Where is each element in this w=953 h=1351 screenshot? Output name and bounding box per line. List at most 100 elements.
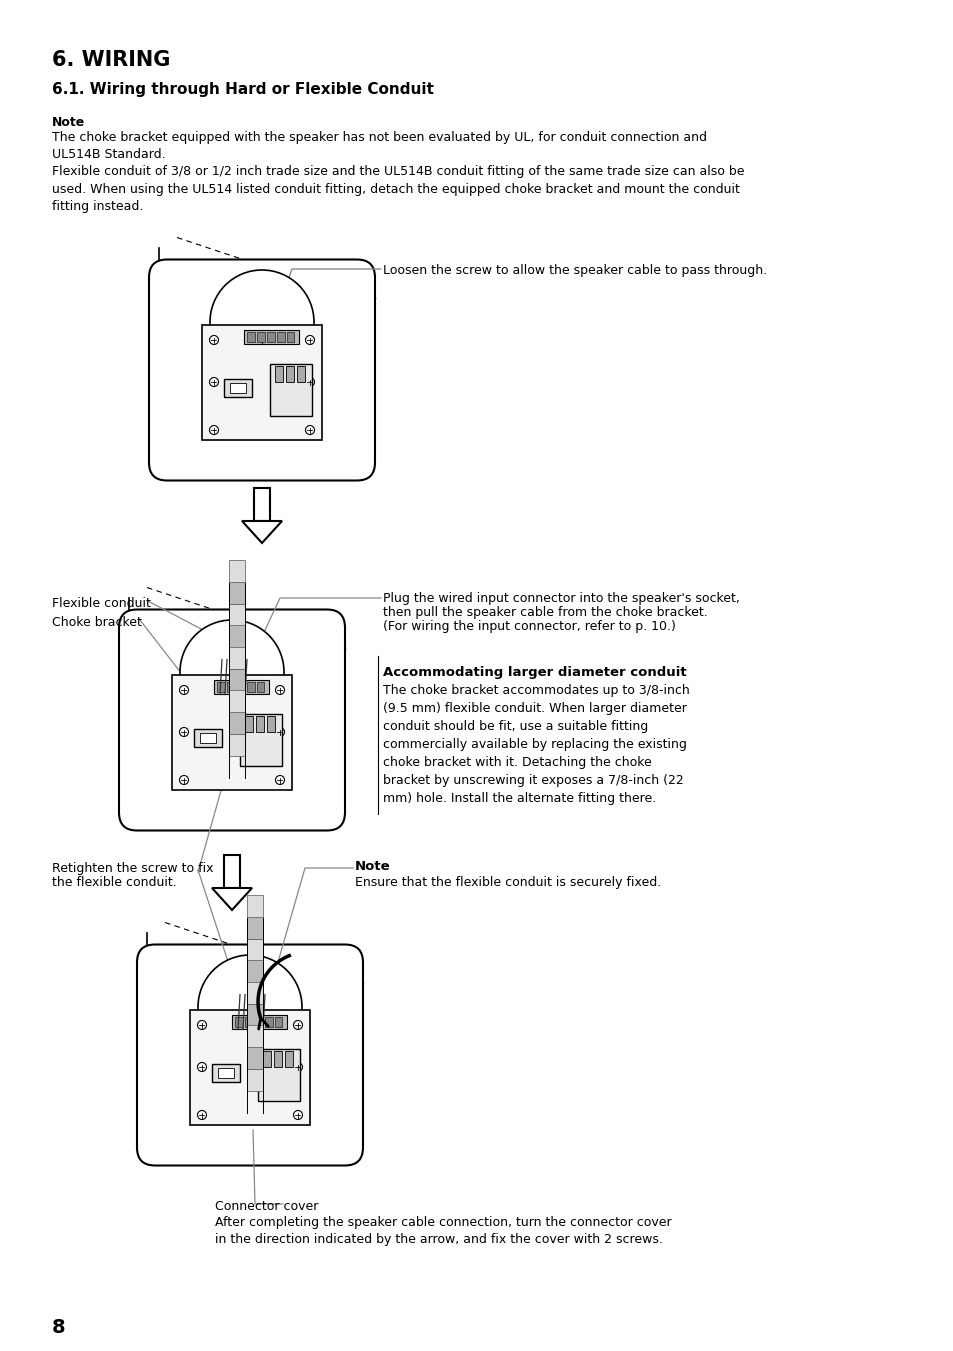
Circle shape bbox=[179, 685, 189, 694]
Bar bbox=[217, 681, 225, 692]
Text: Flexible conduit: Flexible conduit bbox=[52, 597, 151, 611]
Bar bbox=[229, 734, 245, 755]
Bar bbox=[276, 331, 284, 342]
Polygon shape bbox=[242, 521, 282, 543]
Bar bbox=[247, 1069, 263, 1090]
Circle shape bbox=[294, 1111, 302, 1120]
Bar bbox=[274, 1016, 282, 1027]
Bar bbox=[247, 982, 263, 1004]
Text: then pull the speaker cable from the choke bracket.: then pull the speaker cable from the cho… bbox=[382, 607, 707, 619]
Bar bbox=[263, 1051, 271, 1067]
Bar bbox=[229, 669, 245, 690]
Text: Loosen the screw to allow the speaker cable to pass through.: Loosen the screw to allow the speaker ca… bbox=[382, 263, 766, 277]
FancyBboxPatch shape bbox=[119, 609, 345, 831]
Bar bbox=[200, 734, 215, 743]
FancyBboxPatch shape bbox=[149, 259, 375, 481]
Bar bbox=[229, 582, 245, 604]
Bar bbox=[247, 1004, 263, 1025]
Bar bbox=[274, 1051, 282, 1067]
Circle shape bbox=[198, 955, 302, 1059]
Polygon shape bbox=[212, 888, 252, 911]
Circle shape bbox=[179, 727, 189, 736]
Bar bbox=[229, 712, 245, 734]
Bar bbox=[267, 716, 274, 732]
Bar bbox=[247, 1025, 263, 1047]
Bar bbox=[237, 681, 245, 692]
Text: Flexible conduit of 3/8 or 1/2 inch trade size and the UL514B conduit fitting of: Flexible conduit of 3/8 or 1/2 inch trad… bbox=[52, 165, 743, 213]
Bar bbox=[202, 324, 322, 439]
Text: Note: Note bbox=[52, 116, 85, 128]
Circle shape bbox=[210, 426, 218, 435]
Bar bbox=[274, 366, 283, 382]
Circle shape bbox=[294, 1062, 302, 1071]
Bar bbox=[227, 681, 234, 692]
Circle shape bbox=[275, 685, 284, 694]
Text: Ensure that the flexible conduit is securely fixed.: Ensure that the flexible conduit is secu… bbox=[355, 875, 660, 889]
Circle shape bbox=[257, 335, 266, 345]
Circle shape bbox=[197, 1111, 206, 1120]
Bar bbox=[255, 716, 264, 732]
Circle shape bbox=[227, 685, 236, 694]
Bar bbox=[247, 917, 263, 939]
Circle shape bbox=[275, 775, 284, 785]
Text: the flexible conduit.: the flexible conduit. bbox=[52, 875, 176, 889]
Bar bbox=[240, 713, 282, 766]
Bar bbox=[190, 1009, 310, 1124]
Text: 6. WIRING: 6. WIRING bbox=[52, 50, 171, 70]
Circle shape bbox=[294, 1020, 302, 1029]
Text: The choke bracket equipped with the speaker has not been evaluated by UL, for co: The choke bracket equipped with the spea… bbox=[52, 131, 706, 162]
Bar bbox=[247, 681, 254, 692]
Text: Choke bracket: Choke bracket bbox=[52, 616, 142, 630]
Text: Retighten the screw to fix: Retighten the screw to fix bbox=[52, 862, 213, 875]
Bar bbox=[257, 331, 265, 342]
Bar bbox=[296, 366, 305, 382]
Bar bbox=[233, 1015, 287, 1028]
Bar bbox=[229, 604, 245, 626]
Text: Plug the wired input connector into the speaker's socket,: Plug the wired input connector into the … bbox=[382, 592, 740, 605]
Bar bbox=[270, 363, 312, 416]
FancyBboxPatch shape bbox=[137, 944, 363, 1166]
Bar bbox=[230, 382, 246, 393]
Bar bbox=[247, 896, 263, 917]
Text: After completing the speaker cable connection, turn the connector cover
in the d: After completing the speaker cable conne… bbox=[214, 1216, 671, 1246]
Bar bbox=[285, 1051, 293, 1067]
Bar bbox=[265, 1016, 273, 1027]
Text: 8: 8 bbox=[52, 1319, 66, 1337]
Bar bbox=[224, 855, 240, 888]
Bar bbox=[247, 939, 263, 961]
Bar bbox=[244, 330, 299, 343]
Text: The choke bracket accommodates up to 3/8-inch
(9.5 mm) flexible conduit. When la: The choke bracket accommodates up to 3/8… bbox=[382, 684, 689, 805]
Bar bbox=[229, 626, 245, 647]
Circle shape bbox=[210, 377, 218, 386]
Bar bbox=[229, 647, 245, 669]
Text: Connector cover: Connector cover bbox=[214, 1200, 318, 1213]
Circle shape bbox=[180, 620, 284, 724]
Circle shape bbox=[210, 335, 218, 345]
Bar bbox=[229, 561, 245, 582]
Bar bbox=[247, 331, 255, 342]
Bar bbox=[247, 961, 263, 982]
Bar bbox=[218, 1069, 233, 1078]
Text: Note: Note bbox=[355, 861, 390, 873]
Circle shape bbox=[179, 775, 189, 785]
Bar bbox=[212, 1065, 240, 1082]
Bar bbox=[286, 366, 294, 382]
Text: (For wiring the input connector, refer to p. 10.): (For wiring the input connector, refer t… bbox=[382, 620, 675, 634]
Bar bbox=[247, 1047, 263, 1069]
Bar bbox=[172, 674, 292, 789]
Bar bbox=[267, 331, 274, 342]
Bar bbox=[287, 331, 294, 342]
Circle shape bbox=[305, 377, 314, 386]
Bar bbox=[256, 681, 264, 692]
Bar bbox=[229, 690, 245, 712]
Bar bbox=[193, 730, 222, 747]
Bar bbox=[253, 488, 270, 521]
Circle shape bbox=[197, 1020, 206, 1029]
Bar bbox=[254, 1016, 263, 1027]
Circle shape bbox=[210, 270, 314, 374]
Bar bbox=[214, 680, 269, 693]
Circle shape bbox=[305, 335, 314, 345]
Circle shape bbox=[305, 426, 314, 435]
Bar bbox=[224, 380, 252, 397]
Bar bbox=[235, 1016, 243, 1027]
